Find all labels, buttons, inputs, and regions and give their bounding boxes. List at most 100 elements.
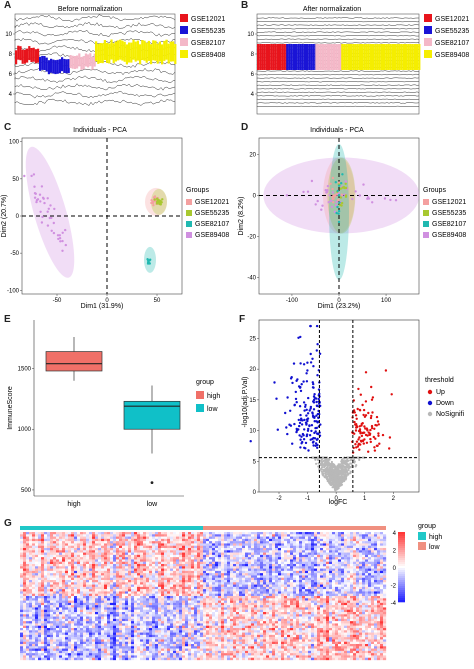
legend-swatch: [428, 412, 432, 416]
heatmap-cell: [125, 546, 128, 548]
heatmap-cell: [266, 550, 269, 552]
heatmap-cell: [215, 564, 218, 566]
heatmap-cell: [77, 550, 80, 552]
heatmap-cell: [248, 585, 251, 587]
heatmap-cell: [212, 550, 215, 552]
heatmap-cell: [254, 569, 257, 571]
heatmap-cell: [341, 587, 344, 589]
heatmap-cell: [305, 564, 308, 566]
heatmap-cell: [47, 591, 50, 593]
heatmap-cell: [197, 555, 200, 557]
heatmap-cell: [341, 569, 344, 571]
heatmap-cell: [77, 585, 80, 587]
heatmap-cell: [164, 562, 167, 564]
heatmap-cell: [131, 562, 134, 564]
whisker-line: [257, 88, 419, 89]
heatmap-cell: [323, 573, 326, 575]
heatmap-cell: [194, 594, 197, 596]
heatmap-cell: [242, 553, 245, 555]
heatmap-cell: [20, 559, 23, 561]
heatmap-cell: [317, 589, 320, 591]
heatmap-cell: [125, 566, 128, 568]
heatmap-cell: [101, 548, 104, 550]
heatmap-cell: [272, 553, 275, 555]
legend-swatch: [423, 232, 429, 238]
heatmap-cell: [179, 534, 182, 536]
heatmap-cell: [188, 537, 191, 539]
heatmap-cell: [137, 546, 140, 548]
heatmap-cell: [74, 591, 77, 593]
heatmap-cell: [329, 591, 332, 593]
heatmap-cell: [230, 553, 233, 555]
heatmap-cell: [191, 573, 194, 575]
heatmap-cell: [188, 587, 191, 589]
heatmap-cell: [179, 596, 182, 598]
heatmap-cell: [338, 557, 341, 559]
point-down: [310, 361, 312, 363]
heatmap-cell: [224, 573, 227, 575]
heatmap-cell: [233, 569, 236, 571]
point-down: [316, 325, 318, 327]
sample-box: [288, 44, 290, 70]
heatmap-cell: [53, 550, 56, 552]
heatmap-cell: [227, 532, 230, 534]
heatmap-cell: [20, 578, 23, 580]
heatmap-cell: [284, 564, 287, 566]
heatmap-cell: [89, 582, 92, 584]
heatmap-cell: [185, 537, 188, 539]
heatmap-cell: [80, 553, 83, 555]
heatmap-cell: [122, 582, 125, 584]
point-down: [293, 362, 295, 364]
heatmap-cell: [338, 532, 341, 534]
heatmap-cell: [176, 585, 179, 587]
heatmap-cell: [197, 539, 200, 541]
heatmap-cell: [248, 534, 251, 536]
heatmap-cell: [86, 557, 89, 559]
heatmap-cell: [119, 587, 122, 589]
heatmap-cell: [35, 555, 38, 557]
heatmap-cell: [224, 541, 227, 543]
heatmap-cell: [179, 591, 182, 593]
heatmap-cell: [140, 532, 143, 534]
point-nosig: [325, 468, 327, 470]
heatmap-cell: [269, 557, 272, 559]
heatmap-cell: [218, 534, 221, 536]
sample-box: [26, 49, 28, 63]
sample-box: [398, 44, 400, 70]
sample-box: [54, 60, 56, 74]
heatmap-cell: [356, 569, 359, 571]
heatmap-cell: [20, 569, 23, 571]
heatmap-cell: [221, 537, 224, 539]
heatmap-cell: [101, 594, 104, 596]
heatmap-cell: [326, 573, 329, 575]
point-down: [295, 380, 297, 382]
heatmap-cell: [104, 571, 107, 573]
heatmap-cell: [35, 591, 38, 593]
point-up: [358, 436, 360, 438]
heatmap-cell: [47, 569, 50, 571]
heatmap-cell: [62, 548, 65, 550]
heatmap-cell: [170, 553, 173, 555]
point-up: [355, 446, 357, 448]
heatmap-cell: [98, 591, 101, 593]
heatmap-cell: [224, 553, 227, 555]
heatmap-cell: [245, 580, 248, 582]
heatmap-cell: [245, 543, 248, 545]
heatmap-cell: [311, 550, 314, 552]
heatmap-cell: [281, 594, 284, 596]
heatmap-cell: [353, 555, 356, 557]
heatmap-cell: [23, 566, 26, 568]
y-tick-label: 20: [249, 367, 256, 373]
heatmap-cell: [83, 553, 86, 555]
heatmap-cell: [242, 566, 245, 568]
heatmap-cell: [347, 580, 350, 582]
heatmap-cell: [125, 562, 128, 564]
heatmap-cell: [50, 532, 53, 534]
heatmap-cell: [155, 557, 158, 559]
data-point: [47, 211, 49, 213]
heatmap-cell: [314, 571, 317, 573]
heatmap-cell: [233, 546, 236, 548]
heatmap-cell: [104, 569, 107, 571]
heatmap-cell: [275, 534, 278, 536]
heatmap-cell: [83, 589, 86, 591]
